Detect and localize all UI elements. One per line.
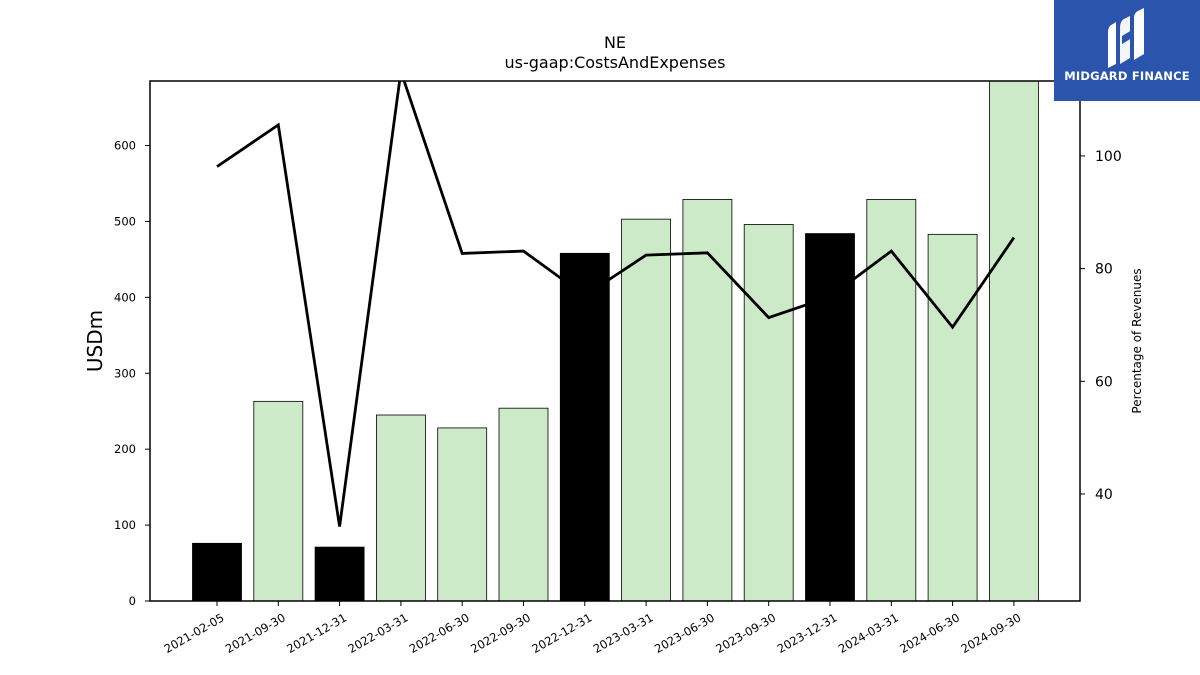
chart-subtitle: us-gaap:CostsAndExpenses xyxy=(505,53,726,72)
x-tick-label: 2022-03-31 xyxy=(346,610,411,656)
bar-2023-09-30 xyxy=(743,224,794,602)
chart-title: NE xyxy=(604,33,626,52)
bar-2024-06-30 xyxy=(927,233,978,602)
midgard-logo-icon xyxy=(1108,8,1144,68)
y-tick-label: 300 xyxy=(114,366,136,380)
y-tick-label: 400 xyxy=(114,290,136,304)
bar-2023-06-30 xyxy=(682,199,733,602)
y-tick-label: 100 xyxy=(114,518,136,532)
bar-2024-09-30 xyxy=(989,80,1039,602)
bars-group xyxy=(192,80,1039,602)
bar-2022-03-31 xyxy=(375,414,426,602)
x-tick-label: 2024-06-30 xyxy=(897,610,962,656)
x-tick-label: 2021-02-05 xyxy=(162,610,227,656)
y-tick-label: 600 xyxy=(114,139,136,153)
y-axis-label: USDm xyxy=(83,310,107,372)
x-tick-label: 2022-06-30 xyxy=(407,610,472,656)
x-tick-label: 2023-09-30 xyxy=(713,610,778,656)
x-tick-label: 2023-06-30 xyxy=(652,610,717,656)
plot-frame xyxy=(149,80,1081,602)
y-axis-right: 40 60 80 100 xyxy=(1080,149,1122,503)
x-tick-label: 2021-12-31 xyxy=(284,610,349,656)
bar-2021-09-30 xyxy=(253,400,304,602)
logo-brand-text: MIDGARD FINANCE xyxy=(1064,69,1190,83)
x-tick-label: 2023-12-31 xyxy=(775,610,840,656)
x-axis: 2021-02-052021-09-302021-12-312022-03-31… xyxy=(162,601,1024,656)
bar-2023-03-31 xyxy=(621,218,671,602)
x-tick-label: 2021-09-30 xyxy=(223,610,288,656)
bar-2021-12-31 xyxy=(314,546,365,602)
y2-tick-label: 40 xyxy=(1095,487,1113,503)
pct-revenue-line xyxy=(216,81,1016,527)
y2-tick-label: 80 xyxy=(1095,262,1113,278)
x-tick-label: 2022-09-30 xyxy=(468,610,533,656)
y2-tick-label: 60 xyxy=(1095,374,1113,390)
x-tick-label: 2024-09-30 xyxy=(959,610,1024,656)
y-axis-left: 0 100 200 300 400 500 600 xyxy=(114,139,150,608)
line-group xyxy=(216,81,1016,527)
y-tick-label: 200 xyxy=(114,442,136,456)
bar-2023-12-31 xyxy=(805,233,855,602)
x-tick-label: 2024-03-31 xyxy=(836,610,901,656)
y2-axis-label: Percentage of Revenues xyxy=(1130,268,1144,413)
bar-2022-12-31 xyxy=(559,252,610,602)
bar-2022-09-30 xyxy=(498,407,549,602)
midgard-logo: MIDGARD FINANCE xyxy=(1054,0,1200,101)
y-tick-label: 0 xyxy=(129,594,136,608)
y2-tick-label: 100 xyxy=(1095,149,1122,165)
bar-2021-02-05 xyxy=(192,542,242,602)
bar-2024-03-31 xyxy=(866,199,917,602)
bar-2022-06-30 xyxy=(437,427,488,602)
y-tick-label: 500 xyxy=(114,214,136,228)
x-tick-label: 2022-12-31 xyxy=(529,610,594,656)
x-tick-label: 2023-03-31 xyxy=(591,610,656,656)
